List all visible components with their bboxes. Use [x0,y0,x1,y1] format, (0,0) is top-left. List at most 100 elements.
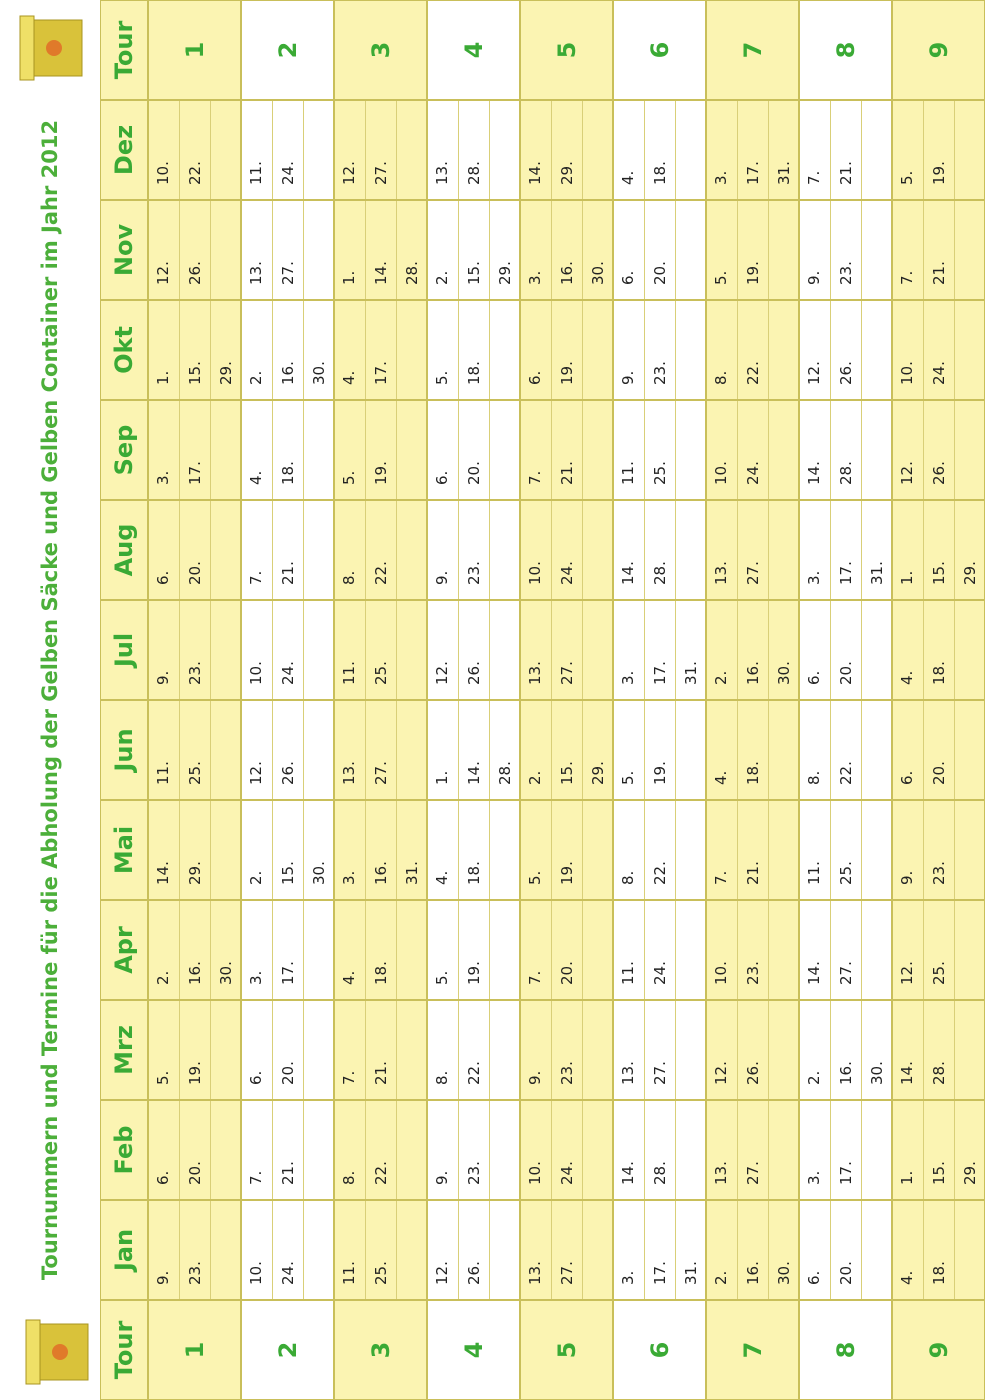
empty-date-slot [954,901,985,999]
date: 26. [272,701,303,799]
empty-date-slot [675,701,706,799]
empty-date-slot [303,701,334,799]
month-header: Aug [100,500,148,600]
date: 13. [427,101,458,199]
date: 5. [613,701,644,799]
date: 7. [706,801,737,899]
empty-date-slot [954,701,985,799]
date: 12. [799,301,830,399]
date: 31. [675,1201,706,1299]
title: Tournummern und Termine für die Abholung… [38,100,72,1300]
date: 23. [644,301,675,399]
empty-date-slot [210,1201,241,1299]
month-header: Feb [100,1100,148,1200]
date: 10. [706,401,737,499]
container-icon [16,1312,94,1392]
empty-date-slot [861,701,892,799]
date: 18. [923,1201,954,1299]
date: 20. [830,601,861,699]
tour-number: 2 [241,1300,334,1400]
empty-date-slot [210,1001,241,1099]
empty-date-slot [396,701,427,799]
empty-date-slot [861,201,892,299]
empty-date-slot [954,1201,985,1299]
date: 9. [427,501,458,599]
empty-date-slot [582,501,613,599]
date: 1. [892,501,923,599]
date: 25. [365,601,396,699]
date: 7. [334,1001,365,1099]
empty-date-slot [303,201,334,299]
empty-date-slot [303,401,334,499]
date: 20. [272,1001,303,1099]
date: 16. [365,801,396,899]
date: 21. [923,201,954,299]
date: 13. [241,201,272,299]
empty-date-slot [210,601,241,699]
date: 28. [644,501,675,599]
tour-number: 7 [706,0,799,100]
date: 20. [923,701,954,799]
date: 21. [551,401,582,499]
date: 19. [179,1001,210,1099]
date: 15. [923,1101,954,1199]
tour-number: 6 [613,1300,706,1400]
date: 4. [241,401,272,499]
empty-date-slot [303,901,334,999]
date: 12. [892,401,923,499]
date: 22. [644,801,675,899]
date: 8. [334,501,365,599]
date: 9. [613,301,644,399]
date: 23. [923,801,954,899]
date: 24. [551,501,582,599]
empty-date-slot [303,101,334,199]
date: 10. [706,901,737,999]
date: 19. [551,301,582,399]
date: 26. [830,301,861,399]
empty-date-slot [582,901,613,999]
tour-number: 8 [799,1300,892,1400]
date: 28. [923,1001,954,1099]
empty-date-slot [210,801,241,899]
date: 20. [551,901,582,999]
date: 13. [706,1101,737,1199]
empty-date-slot [768,1101,799,1199]
date: 20. [830,1201,861,1299]
tour-number: 4 [427,1300,520,1400]
date: 13. [520,1201,551,1299]
date: 7. [520,401,551,499]
date: 4. [892,1201,923,1299]
date: 21. [365,1001,396,1099]
date: 14. [458,701,489,799]
empty-date-slot [396,1001,427,1099]
month-header: Jun [100,700,148,800]
empty-date-slot [489,1101,520,1199]
date: 6. [799,1201,830,1299]
date: 9. [148,601,179,699]
date: 11. [334,601,365,699]
date: 19. [551,801,582,899]
date: 1. [427,701,458,799]
date: 24. [923,301,954,399]
date: 30. [768,1201,799,1299]
date: 6. [148,1101,179,1199]
empty-date-slot [210,501,241,599]
empty-date-slot [675,901,706,999]
empty-date-slot [861,801,892,899]
date: 21. [737,801,768,899]
date: 22. [365,501,396,599]
date: 14. [613,501,644,599]
date: 6. [148,501,179,599]
date: 29. [551,101,582,199]
date: 20. [179,501,210,599]
empty-date-slot [768,301,799,399]
date: 31. [675,601,706,699]
date: 4. [892,601,923,699]
page: Tournummern und Termine für die Abholung… [0,0,989,1400]
tour-number: 9 [892,1300,985,1400]
empty-date-slot [582,401,613,499]
date: 29. [210,301,241,399]
empty-date-slot [861,101,892,199]
date: 17. [737,101,768,199]
date: 24. [272,101,303,199]
